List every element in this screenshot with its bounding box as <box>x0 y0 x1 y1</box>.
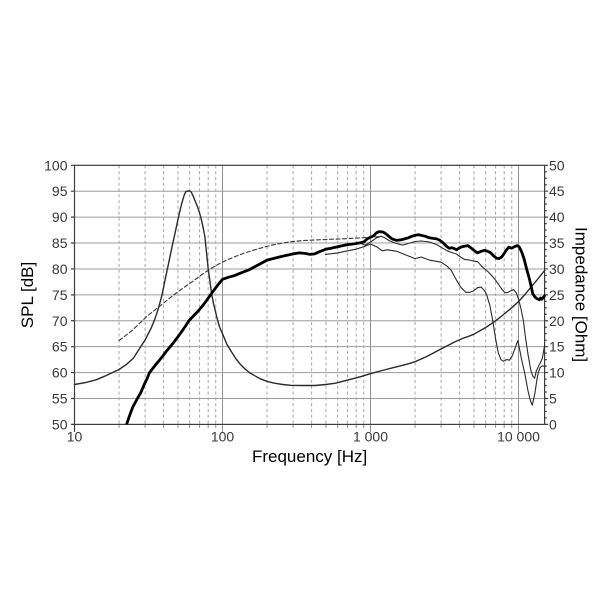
svg-text:10 000: 10 000 <box>497 429 540 445</box>
svg-text:75: 75 <box>52 287 68 303</box>
svg-text:100: 100 <box>211 429 235 445</box>
svg-text:50: 50 <box>52 416 68 432</box>
svg-text:60: 60 <box>52 365 68 381</box>
svg-text:40: 40 <box>549 209 565 225</box>
svg-text:55: 55 <box>52 391 68 407</box>
svg-text:1 000: 1 000 <box>353 429 388 445</box>
svg-text:45: 45 <box>549 183 565 199</box>
svg-text:Impedance [Ohm]: Impedance [Ohm] <box>572 227 591 362</box>
svg-text:10: 10 <box>67 429 83 445</box>
svg-text:5: 5 <box>549 391 557 407</box>
svg-text:50: 50 <box>549 157 565 173</box>
svg-text:SPL [dB]: SPL [dB] <box>18 262 37 328</box>
svg-text:95: 95 <box>52 183 68 199</box>
svg-text:85: 85 <box>52 235 68 251</box>
svg-text:100: 100 <box>44 157 68 173</box>
svg-text:20: 20 <box>549 313 565 329</box>
svg-text:35: 35 <box>549 235 565 251</box>
svg-text:Frequency [Hz]: Frequency [Hz] <box>252 447 367 466</box>
svg-text:80: 80 <box>52 261 68 277</box>
svg-text:15: 15 <box>549 339 565 355</box>
svg-text:10: 10 <box>549 365 565 381</box>
svg-text:90: 90 <box>52 209 68 225</box>
svg-text:70: 70 <box>52 313 68 329</box>
svg-text:25: 25 <box>549 287 565 303</box>
svg-text:65: 65 <box>52 339 68 355</box>
svg-text:30: 30 <box>549 261 565 277</box>
svg-text:0: 0 <box>549 416 557 432</box>
